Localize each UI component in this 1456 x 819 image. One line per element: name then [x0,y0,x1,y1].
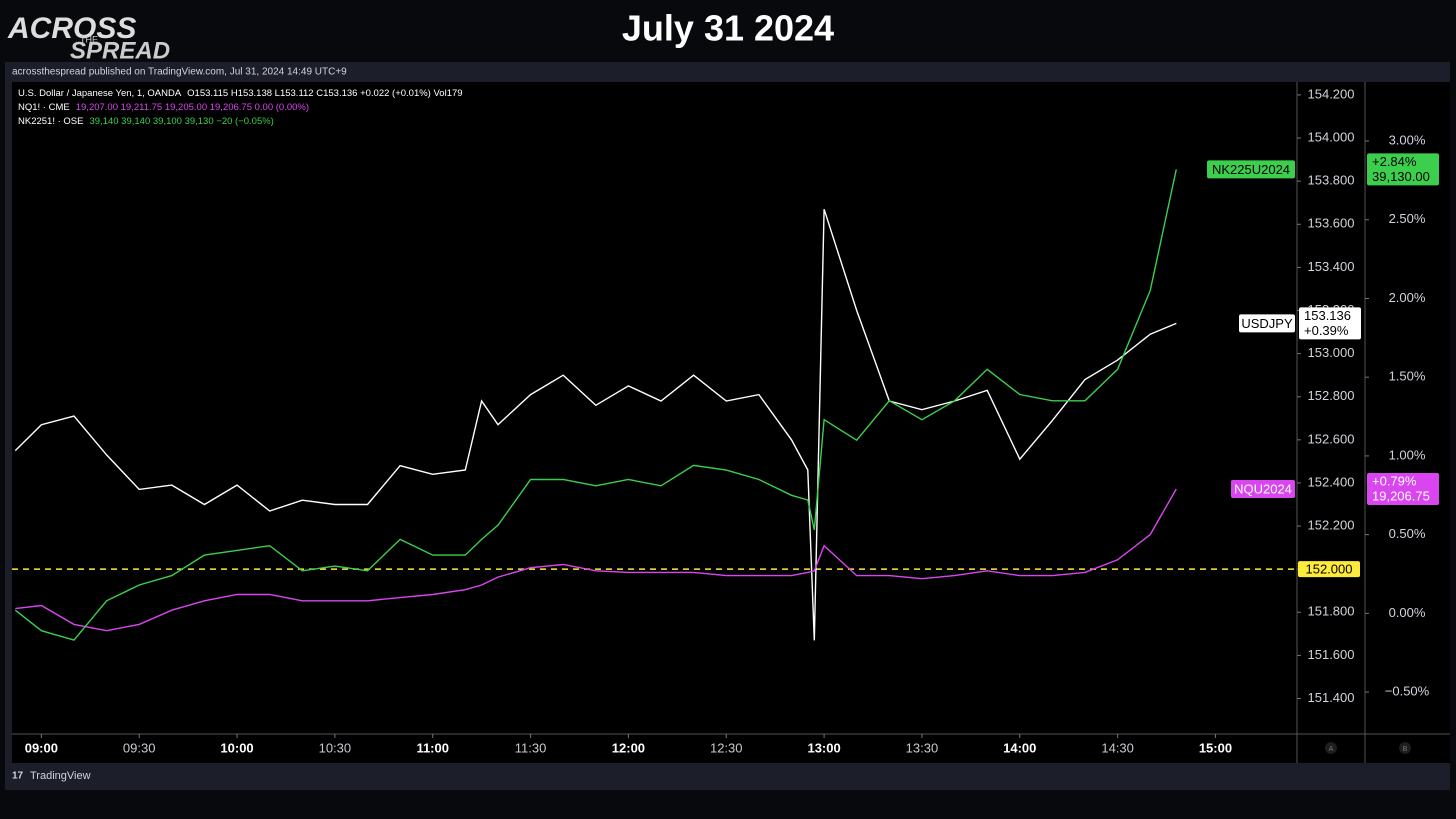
y-tick-label: 151.400 [1308,690,1355,705]
x-tick-label: 09:30 [123,740,156,755]
axis-button-label[interactable]: A [1329,746,1334,753]
legend-ohlc: 19,207.00 19,211.75 19,205.00 19,206.75 … [76,102,309,113]
y2-tick-label: 2.00% [1389,290,1426,305]
y2-tick-label: 2.50% [1389,211,1426,226]
value-tag [1367,153,1439,186]
x-tick-label: 14:30 [1101,740,1134,755]
y2-tick-label: 3.00% [1389,132,1426,147]
value-tag-label: +0.39% [1304,323,1349,338]
value-tag-label: 19,206.75 [1372,488,1430,503]
x-tick-label: 13:00 [807,740,840,755]
chart-area [12,82,1450,763]
axis-button-label[interactable]: B [1403,746,1408,753]
x-tick-label: 09:00 [25,740,58,755]
y2-tick-label: −0.50% [1385,684,1430,699]
series-line [15,488,1177,632]
y-tick-label: 152.200 [1308,517,1355,532]
legend-line: NK2251! · OSE 39,140 39,140 39,100 39,130… [18,116,274,127]
y2-tick-label: 0.00% [1389,605,1426,620]
value-tag-label: 153.136 [1304,308,1351,323]
value-tag [1367,472,1439,505]
value-tag-label: +2.84% [1372,154,1417,169]
published-note: acrossthespread published on TradingView… [12,67,347,78]
series-name-tag [1231,479,1295,498]
y-tick-label: 153.600 [1308,216,1355,231]
value-tag-label: +0.79% [1372,473,1417,488]
x-tick-label: 11:30 [515,740,547,755]
y-tick-label: 152.400 [1308,474,1355,489]
x-tick-label: 10:00 [220,740,253,755]
y2-tick-label: 0.50% [1389,526,1426,541]
series-line [14,169,1177,641]
legend-symbol: NQ1! · CME [18,102,70,113]
y-tick-label: 151.800 [1308,604,1355,619]
y2-tick-label: 1.00% [1389,447,1426,462]
legend-symbol: NK2251! · OSE [18,116,83,127]
x-tick-label: 12:30 [710,740,743,755]
axis-button[interactable] [1399,742,1411,754]
series-name: USDJPY [1241,316,1293,331]
series-name-tag [1207,160,1295,179]
series-name-tag [1239,314,1295,333]
y2-tick-label: 1.50% [1389,369,1426,384]
series-line [14,208,1177,641]
x-tick-label: 12:00 [612,740,645,755]
legend-line: NQ1! · CME 19,207.00 19,211.75 19,205.00 … [18,102,309,113]
y-tick-label: 153.800 [1308,173,1355,188]
y-tick-label: 154.200 [1308,86,1355,101]
logo: SPREAD [70,37,170,64]
x-tick-label: 10:30 [319,740,352,755]
logo: THE [80,34,98,44]
y-tick-label: 153.000 [1308,345,1355,360]
level-tag [1298,561,1360,578]
x-tick-label: 14:00 [1003,740,1036,755]
series-name: NK225U2024 [1212,162,1290,177]
logo: ACROSS [7,12,136,45]
legend-symbol: U.S. Dollar / Japanese Yen, 1, OANDA [18,88,182,99]
y-tick-label: 154.000 [1308,129,1355,144]
legend-line: U.S. Dollar / Japanese Yen, 1, OANDA O153… [18,88,463,99]
level-tag-label: 152.000 [1306,562,1353,577]
x-tick-label: 11:00 [416,740,449,755]
value-tag-label: 39,130.00 [1372,169,1430,184]
y-tick-label: 152.600 [1308,431,1355,446]
y-tick-label: 151.600 [1308,647,1355,662]
legend-ohlc: O153.115 H153.138 L153.112 C153.136 +0.0… [187,88,462,99]
chart-title: July 31 2024 [622,8,834,49]
legend-ohlc: 39,140 39,140 39,100 39,130 −20 (−0.05%) [89,116,273,127]
value-tag [1299,307,1361,340]
footer-icon: 17 [12,771,24,782]
x-tick-label: 15:00 [1199,740,1232,755]
x-tick-label: 13:30 [906,740,939,755]
y-tick-label: 153.400 [1308,259,1355,274]
axis-button[interactable] [1325,742,1337,754]
y-tick-label: 152.800 [1308,388,1355,403]
series-name: NQU2024 [1234,481,1292,496]
footer-brand: TradingView [30,770,91,782]
